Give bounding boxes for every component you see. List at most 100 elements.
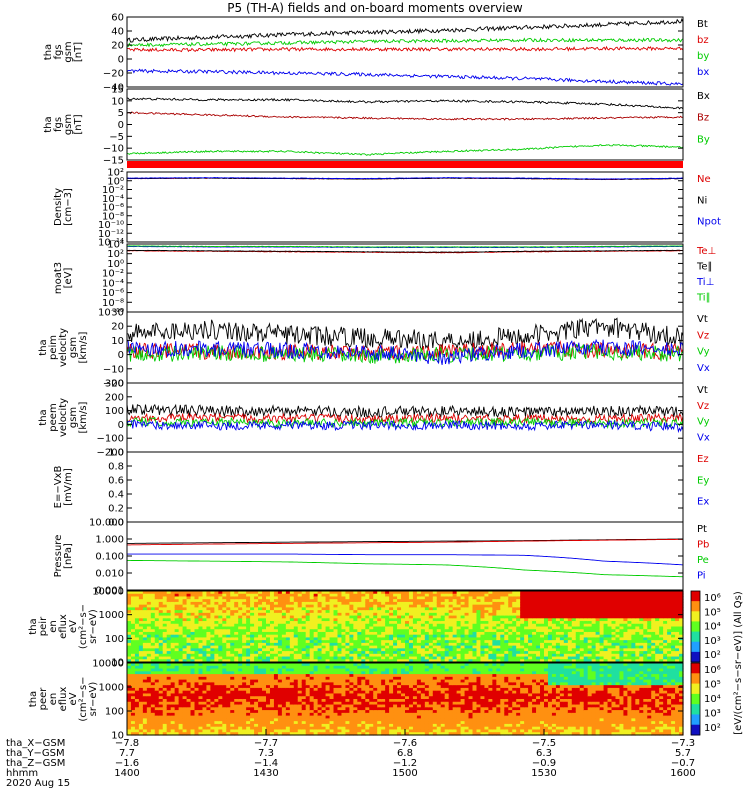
spectrogram-cell [365,621,370,625]
spectrogram-cell [551,634,557,639]
spectrogram-cell [162,723,168,728]
spectrogram-cell [635,599,640,603]
spectrogram-cell [436,659,442,663]
y-tick-label: 100 [105,406,124,417]
spectrogram-cell [639,640,644,644]
spectrogram-cell [186,618,192,622]
spectrogram-cell [246,626,251,630]
spectrogram-cell [266,674,271,678]
spectrogram-cell [246,631,251,636]
spectrogram-cell [178,679,184,683]
spectrogram-cell [623,631,628,636]
y-tick-label: 10⁰ [107,176,124,187]
spectrogram-cell [162,648,168,652]
spectrogram-cell [146,665,152,670]
spectrogram-cell [528,637,533,641]
spectrogram-cell [349,645,354,649]
spectrogram-cell [238,732,243,736]
spectrogram-cell [369,591,374,595]
spectrogram-cell [559,621,565,625]
spectrogram-cell [218,671,223,675]
spectrogram-cell [671,604,676,608]
spectrogram-cell [321,651,327,655]
spectrogram-cell [516,591,521,595]
spectrogram-cell [190,640,196,644]
spectrogram-cell [520,634,525,639]
spectrogram-cell [202,671,208,675]
spectrogram-cell [297,612,303,617]
spectrogram-cell [277,668,283,672]
spectrogram-cell [258,668,263,672]
spectrogram-cell [285,648,291,652]
spectrogram-cell [234,626,239,630]
spectrogram-cell [210,623,215,628]
spectrogram-cell [186,615,192,619]
spectrogram-cell [234,618,239,622]
spectrogram-cell [226,721,231,725]
spectrogram-cell [158,732,164,736]
spectrogram-cell [540,607,545,611]
spectrogram-cell [198,687,204,692]
spectrogram-cell [190,671,196,675]
spectrogram-cell [166,601,172,606]
spectrogram-cell [428,601,434,606]
spectrogram-cell [559,599,565,603]
spectrogram-cell [266,637,271,641]
spectrogram-cell [166,668,172,672]
spectrogram-cell [170,721,176,725]
spectrogram-cell [218,704,223,708]
spectrogram-cell [266,665,271,670]
spectrogram-cell [679,626,684,630]
spectrogram-cell [210,682,215,686]
spectrogram-cell [186,623,192,628]
spectrogram-cell [647,651,652,655]
spectrogram-cell [317,610,323,614]
spectrogram-cell [635,607,640,611]
spectrogram-cell [393,623,398,628]
spectrogram-cell [587,607,593,611]
spectrogram-cell [544,591,549,595]
spectrogram-cell [277,599,283,603]
spectrogram-cell [492,610,497,614]
spectrogram-cell [532,651,537,655]
spectrogram-cell [540,629,545,633]
spectrogram-cell [154,656,160,660]
spectrogram-cell [138,623,144,628]
spectrogram-cell [210,642,215,647]
spectrogram-cell [166,612,172,617]
spectrogram-cell [663,659,668,663]
spectrogram-cell [579,629,585,633]
spectrogram-cell [651,648,656,652]
spectrogram-cell [532,640,537,644]
spectrogram-cell [258,699,263,703]
spectrogram-cell [353,645,358,649]
y-axis-label: tha [38,409,49,425]
spectrogram-cell [230,591,235,595]
spectrogram-cell [428,593,434,598]
spectrogram-cell [162,679,168,683]
spectrogram-cell [226,601,231,606]
spectrogram-cell [166,663,172,667]
spectrogram-cell [619,610,625,614]
spectrogram-cell [281,674,287,678]
spectrogram-cell [190,707,196,711]
spectrogram-cell [655,612,660,617]
spectrogram-cell [254,629,259,633]
spectrogram-cell [222,634,227,639]
spectrogram-cell [424,645,430,649]
spectrogram-cell [190,651,196,655]
spectrogram-cell [444,593,450,598]
colorbar-frame [690,590,701,663]
spectrogram-cell [130,729,136,733]
series-line-Pb [127,538,683,546]
spectrogram-cell [317,604,323,608]
spectrogram-cell [432,651,438,655]
spectrogram-cell [424,629,430,633]
y-axis-label: tha [43,44,54,60]
spectrogram-cell [186,653,192,658]
spectrogram-cell [174,591,180,595]
spectrogram-cell [607,637,613,641]
spectrogram-cell [508,659,513,663]
spectrogram-cell [663,626,668,630]
spectrogram-cell [353,640,358,644]
